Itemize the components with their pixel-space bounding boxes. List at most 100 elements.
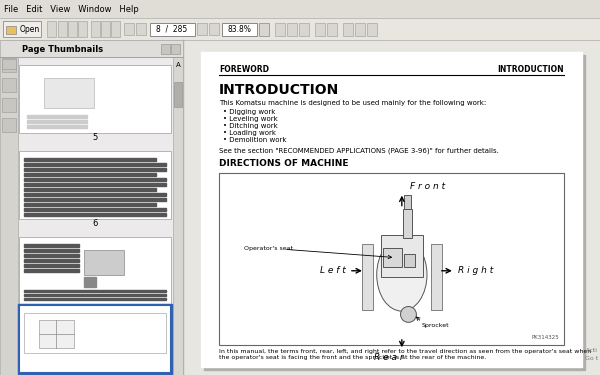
Bar [174, 82, 182, 107]
Text: • Demolition work: • Demolition work [223, 137, 287, 143]
Bar [2, 98, 16, 112]
Bar [209, 23, 219, 35]
Text: DIRECTIONS OF MACHINE: DIRECTIONS OF MACHINE [219, 159, 349, 168]
Bar [124, 23, 134, 35]
Bar [24, 158, 156, 161]
Bar [24, 259, 79, 262]
Bar [201, 52, 582, 367]
Bar [27, 115, 87, 118]
Bar [0, 18, 600, 40]
Text: 8  /  285: 8 / 285 [157, 24, 188, 33]
Bar [362, 244, 373, 310]
Bar [367, 23, 377, 36]
Bar [150, 23, 195, 36]
Bar [24, 213, 166, 216]
Text: R e a r: R e a r [374, 353, 403, 362]
Bar [431, 244, 442, 310]
Bar [24, 168, 166, 171]
Bar [204, 55, 585, 370]
Bar [24, 298, 166, 300]
Bar [2, 59, 16, 69]
Bar [6, 26, 16, 34]
Text: FOREWORD: FOREWORD [219, 66, 269, 75]
Text: • Ditching work: • Ditching work [223, 123, 278, 129]
Bar [219, 173, 564, 345]
Bar [24, 188, 156, 191]
Text: INTRODUCTION: INTRODUCTION [219, 83, 339, 97]
Text: Go t: Go t [585, 356, 598, 360]
Bar [2, 58, 16, 72]
Text: This Komatsu machine is designed to be used mainly for the following work:: This Komatsu machine is designed to be u… [219, 100, 486, 106]
Bar [183, 40, 600, 375]
Bar [19, 65, 171, 133]
Text: Open: Open [20, 24, 40, 33]
Bar [171, 44, 180, 54]
Bar [27, 125, 87, 128]
Bar [47, 21, 56, 37]
Bar [78, 21, 87, 37]
Bar [24, 198, 166, 201]
Bar [101, 21, 110, 37]
Text: F r o n t: F r o n t [410, 182, 445, 191]
Bar [19, 151, 171, 219]
Text: PK314325: PK314325 [531, 335, 559, 340]
Text: 5: 5 [92, 132, 98, 141]
Bar [343, 23, 353, 36]
Bar [84, 250, 124, 275]
Bar [403, 209, 412, 238]
Text: 7: 7 [92, 304, 98, 313]
Text: 6: 6 [92, 219, 98, 228]
Bar [84, 277, 96, 287]
Bar [2, 78, 16, 92]
Text: R i g h t: R i g h t [458, 266, 493, 275]
Bar [222, 23, 257, 36]
Text: See the section "RECOMMENDED APPLICATIONS (PAGE 3-96)" for further details.: See the section "RECOMMENDED APPLICATION… [219, 148, 499, 154]
Bar [68, 21, 77, 37]
Bar [299, 23, 309, 36]
Text: A: A [176, 62, 181, 68]
Bar [24, 183, 166, 186]
Bar [327, 23, 337, 36]
Text: L e f t: L e f t [320, 266, 346, 275]
Bar [0, 40, 183, 57]
Circle shape [401, 306, 416, 322]
Bar [24, 264, 79, 267]
Bar [197, 23, 207, 35]
Bar [24, 163, 166, 166]
Bar [18, 304, 172, 374]
Bar [24, 178, 166, 181]
Bar [27, 120, 87, 123]
Text: In this manual, the terms front, rear, left, and right refer to the travel direc: In this manual, the terms front, rear, l… [219, 348, 591, 354]
Bar [24, 269, 79, 272]
Text: 83.8%: 83.8% [227, 24, 251, 33]
Bar [24, 249, 79, 252]
Text: Page Thumbnails: Page Thumbnails [22, 45, 103, 54]
Text: Operator's seat: Operator's seat [244, 246, 293, 251]
Bar [136, 23, 146, 35]
Ellipse shape [377, 238, 427, 311]
Bar [111, 21, 120, 37]
Bar [0, 57, 18, 375]
Bar [161, 44, 170, 54]
Bar [404, 195, 411, 208]
Bar [24, 208, 166, 211]
Bar [355, 23, 365, 36]
Bar [24, 290, 166, 292]
Bar [404, 254, 415, 267]
Bar [383, 248, 402, 267]
Bar [0, 40, 183, 375]
Bar [24, 244, 79, 247]
Bar [2, 118, 16, 132]
Bar [275, 23, 285, 36]
Bar [24, 193, 166, 196]
Bar [259, 23, 269, 36]
Text: INTRODUCTION: INTRODUCTION [497, 66, 564, 75]
Text: Sprocket: Sprocket [422, 322, 449, 327]
Bar [24, 173, 156, 176]
Bar [315, 23, 325, 36]
Bar [287, 23, 297, 36]
Text: • Leveling work: • Leveling work [223, 116, 278, 122]
Bar [24, 294, 166, 296]
Bar [24, 254, 79, 257]
Bar [91, 21, 100, 37]
